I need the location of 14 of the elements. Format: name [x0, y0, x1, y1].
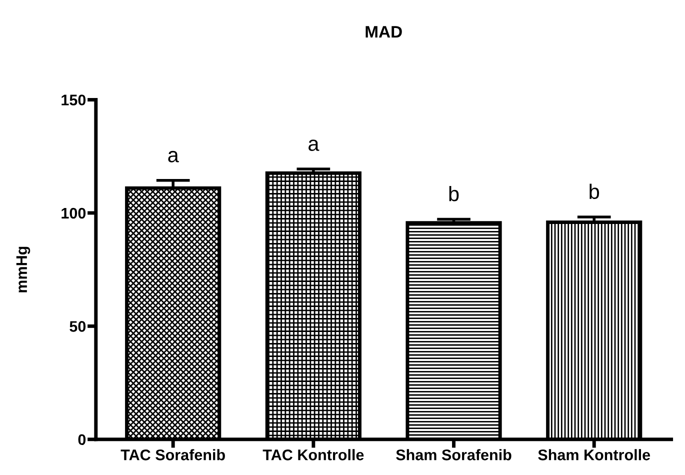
y-axis-title: mmHg	[16, 246, 30, 292]
annotation: b	[590, 184, 600, 200]
x-tick-label: TAC Sorafenib	[120, 449, 225, 460]
y-tick-label: 50	[70, 321, 86, 332]
chart-title: MAD	[366, 26, 402, 38]
annotation: a	[308, 140, 320, 152]
x-tick-label: TAC Kontrolle	[262, 449, 364, 460]
x-tick-label: Sham Kontrolle	[538, 449, 650, 460]
annotation: a	[168, 150, 179, 162]
y-tick-label: 0	[78, 434, 86, 446]
y-tick-label: 150	[62, 94, 86, 106]
y-tick-label: 100	[62, 208, 86, 219]
x-tick-label: Sham Sorafenib	[396, 449, 512, 460]
annotation: b	[449, 186, 459, 202]
